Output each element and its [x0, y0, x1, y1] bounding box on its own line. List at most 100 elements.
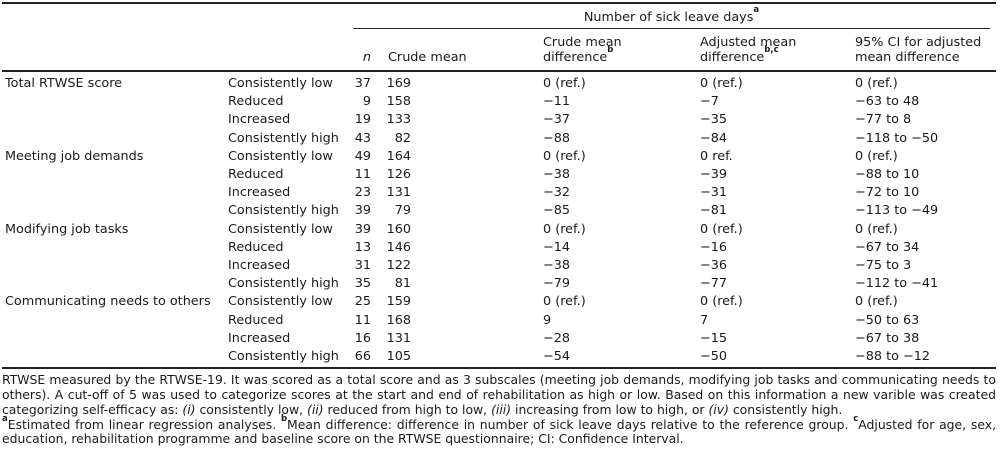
cell-crude-diff: −79: [543, 276, 571, 292]
cell-n: 35: [354, 276, 371, 292]
footnote-text: education, rehabilitation programme and …: [2, 431, 684, 447]
footnote-text: consistently high.: [728, 401, 843, 417]
table-row: Increased 23 131 −32 −31 −72 to 10: [2, 184, 996, 202]
results-table: Number of sick leave daysa n Crude mean …: [2, 2, 996, 370]
cell-ci: 0 (ref.): [855, 221, 898, 237]
cell-group: [2, 111, 228, 129]
cell-ci: −75 to 3: [855, 258, 912, 274]
cell-crude-mean: 169: [386, 76, 411, 91]
cell-crude-diff: −38: [543, 167, 571, 183]
cell-n: 16: [354, 330, 371, 346]
table-row: Consistently high 35 81 −79 −77 −112 to −41: [2, 275, 996, 293]
header-line2: mean difference: [855, 50, 996, 65]
cell-n: 31: [354, 258, 371, 274]
header-crude-mean-label: Crude mean: [388, 50, 467, 65]
table-row: Reduced 11 168 9 7 −50 to 63: [2, 312, 996, 330]
cell-ci: −118 to −50: [855, 130, 939, 146]
cell-category: Reduced: [228, 94, 284, 110]
cell-n: 11: [354, 167, 371, 183]
footnote-text: (iii): [491, 401, 512, 417]
cell-crude-diff: 9: [543, 312, 552, 328]
cell-ci: −67 to 38: [855, 330, 920, 346]
cell-n: 23: [354, 185, 371, 201]
cell-crude-mean: 122: [386, 258, 411, 274]
cell-group: [2, 275, 228, 293]
cell-adj-diff: 0 (ref.): [700, 294, 743, 310]
cell-n: 39: [354, 221, 371, 237]
cell-adj-diff: −77: [700, 276, 728, 292]
cell-spacer: [412, 93, 543, 111]
footnote-text: RTWSE measured by the RTWSE-19. It was s…: [2, 372, 996, 388]
footnote-marker: c: [853, 413, 859, 424]
cell-spacer: [412, 166, 543, 184]
cell-adj-diff: −39: [700, 167, 728, 183]
cell-spacer: [412, 330, 543, 348]
cell-n: 66: [354, 349, 371, 365]
cell-crude-diff: −11: [543, 94, 571, 110]
cell-crude-diff: −54: [543, 349, 571, 365]
cell-spacer: [412, 111, 543, 129]
header-crude-diff-footnote-marker: b: [607, 44, 614, 55]
cell-crude-diff: −37: [543, 112, 571, 128]
cell-group: [2, 130, 228, 148]
footnote-text: categorizing self-efficacy as:: [2, 401, 183, 417]
cell-spacer: [412, 130, 543, 148]
header-line2: differenceb: [543, 45, 700, 65]
header-n: n: [345, 50, 372, 70]
cell-adj-diff: −16: [700, 239, 728, 255]
footnote-text: (ii): [307, 401, 324, 417]
header-line1: 95% CI for adjusted: [855, 35, 982, 50]
cell-category: Increased: [228, 258, 291, 274]
cell-category: Consistently low: [228, 76, 333, 91]
cell-ci: −77 to 8: [855, 112, 912, 128]
header-line1: Adjusted mean: [700, 35, 797, 50]
cell-crude-diff: 0 (ref.): [543, 76, 586, 91]
table-row: Consistently high 66 105 −54 −50 −88 to −12: [2, 348, 996, 366]
cell-ci: −88 to −12: [855, 349, 930, 365]
cell-adj-diff: −7: [700, 94, 719, 110]
header-adj-diff-footnote-marker: b,c: [764, 44, 779, 55]
cell-crude-mean: 82: [394, 130, 411, 146]
cell-spacer: [412, 202, 543, 220]
table-row: Consistently high 43 82 −88 −84 −118 to −50: [2, 130, 996, 148]
cell-spacer: [412, 275, 543, 293]
footnote-text: reduced from high to low,: [323, 401, 492, 417]
cell-crude-mean: 168: [386, 312, 411, 328]
cell-ci: −88 to 10: [855, 167, 920, 183]
column-header-row: n Crude mean Crude mean differenceb Adju…: [2, 29, 996, 72]
footnote-text: increasing from low to high, or: [511, 401, 709, 417]
cell-adj-diff: −50: [700, 349, 728, 365]
cell-crude-mean: 146: [386, 239, 411, 255]
cell-adj-diff: −84: [700, 130, 728, 146]
cell-crude-diff: −38: [543, 258, 571, 274]
footnote-text: Estimated from linear regression analyse…: [7, 416, 281, 432]
header-n-label: n: [362, 50, 371, 65]
footnote-text: (i): [182, 401, 196, 417]
footnote-text: (iv): [708, 401, 729, 417]
cell-crude-diff: −88: [543, 130, 571, 146]
footnote-marker: b: [280, 413, 288, 424]
cell-spacer: [412, 293, 543, 311]
cell-group: [2, 330, 228, 348]
cell-crude-mean: 158: [386, 94, 411, 110]
footnote-text: Mean difference: difference in number of…: [287, 416, 854, 432]
cell-n: 25: [354, 294, 371, 310]
header-ci-label: mean difference: [855, 50, 960, 65]
cell-group: Communicating needs to others: [5, 294, 211, 310]
cell-n: 9: [362, 94, 371, 110]
table-row: Increased 19 133 −37 −35 −77 to 8: [2, 111, 996, 129]
table-body: Total RTWSE score Consistently low 37 169 0 …: [2, 72, 996, 370]
cell-n: 11: [354, 312, 371, 328]
cell-spacer: [412, 148, 543, 166]
cell-spacer: [412, 184, 543, 202]
cell-group: [2, 257, 228, 275]
cell-category: Increased: [228, 112, 291, 128]
header-crude-mean: Crude mean: [372, 50, 467, 70]
cell-adj-diff: 7: [700, 312, 709, 328]
header-ci: 95% CI for adjusted mean difference: [855, 35, 996, 70]
cell-spacer: [412, 75, 543, 93]
footnote-marker: a: [2, 413, 8, 424]
cell-ci: −67 to 34: [855, 239, 920, 255]
header-adj-diff-label: difference: [700, 50, 765, 65]
cell-ci: 0 (ref.): [855, 148, 898, 164]
